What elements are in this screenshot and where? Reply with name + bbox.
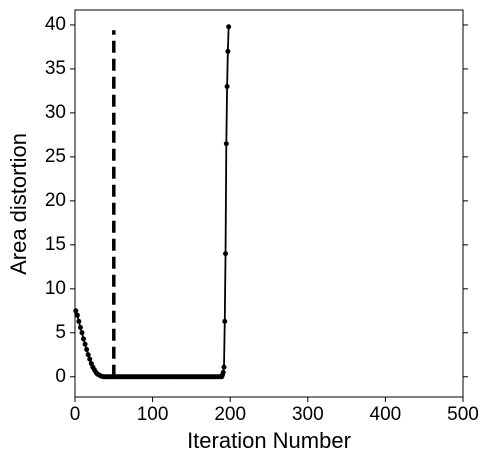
data-point bbox=[221, 364, 227, 370]
data-point bbox=[223, 141, 229, 147]
x-tick-label: 0 bbox=[70, 404, 81, 425]
data-point bbox=[222, 318, 228, 324]
data-point bbox=[226, 24, 232, 30]
data-line bbox=[74, 26, 230, 378]
data-point bbox=[87, 356, 93, 362]
data-point bbox=[223, 251, 229, 257]
data-point bbox=[85, 352, 91, 358]
y-tick-label: 20 bbox=[45, 190, 66, 211]
plot-frame bbox=[74, 9, 464, 398]
data-point bbox=[224, 84, 230, 90]
y-axis-label: Area distortion bbox=[6, 133, 31, 275]
y-tick-label: 25 bbox=[45, 146, 66, 167]
data-point bbox=[225, 48, 231, 54]
data-point bbox=[84, 347, 90, 353]
data-point bbox=[73, 308, 79, 314]
y-tick-label: 5 bbox=[55, 322, 66, 343]
y-tick-label: 40 bbox=[45, 14, 66, 35]
x-tick-label: 200 bbox=[214, 404, 246, 425]
x-tick-label: 100 bbox=[137, 404, 169, 425]
y-tick-label: 15 bbox=[45, 234, 66, 255]
x-tick-label: 500 bbox=[447, 404, 479, 425]
y-tick-label: 0 bbox=[55, 366, 66, 387]
x-axis-label: Iteration Number bbox=[187, 428, 351, 453]
y-tick-label: 35 bbox=[45, 58, 66, 79]
data-point bbox=[82, 341, 88, 347]
data-point bbox=[220, 369, 226, 375]
data-point bbox=[77, 325, 83, 331]
y-tick-label: 10 bbox=[45, 278, 66, 299]
x-tick-label: 400 bbox=[370, 404, 402, 425]
y-tick-label: 30 bbox=[45, 102, 66, 123]
data-point bbox=[79, 330, 85, 336]
data-point bbox=[74, 312, 80, 318]
x-tick-label: 300 bbox=[292, 404, 324, 425]
data-point bbox=[81, 336, 87, 342]
data-point bbox=[76, 318, 82, 324]
